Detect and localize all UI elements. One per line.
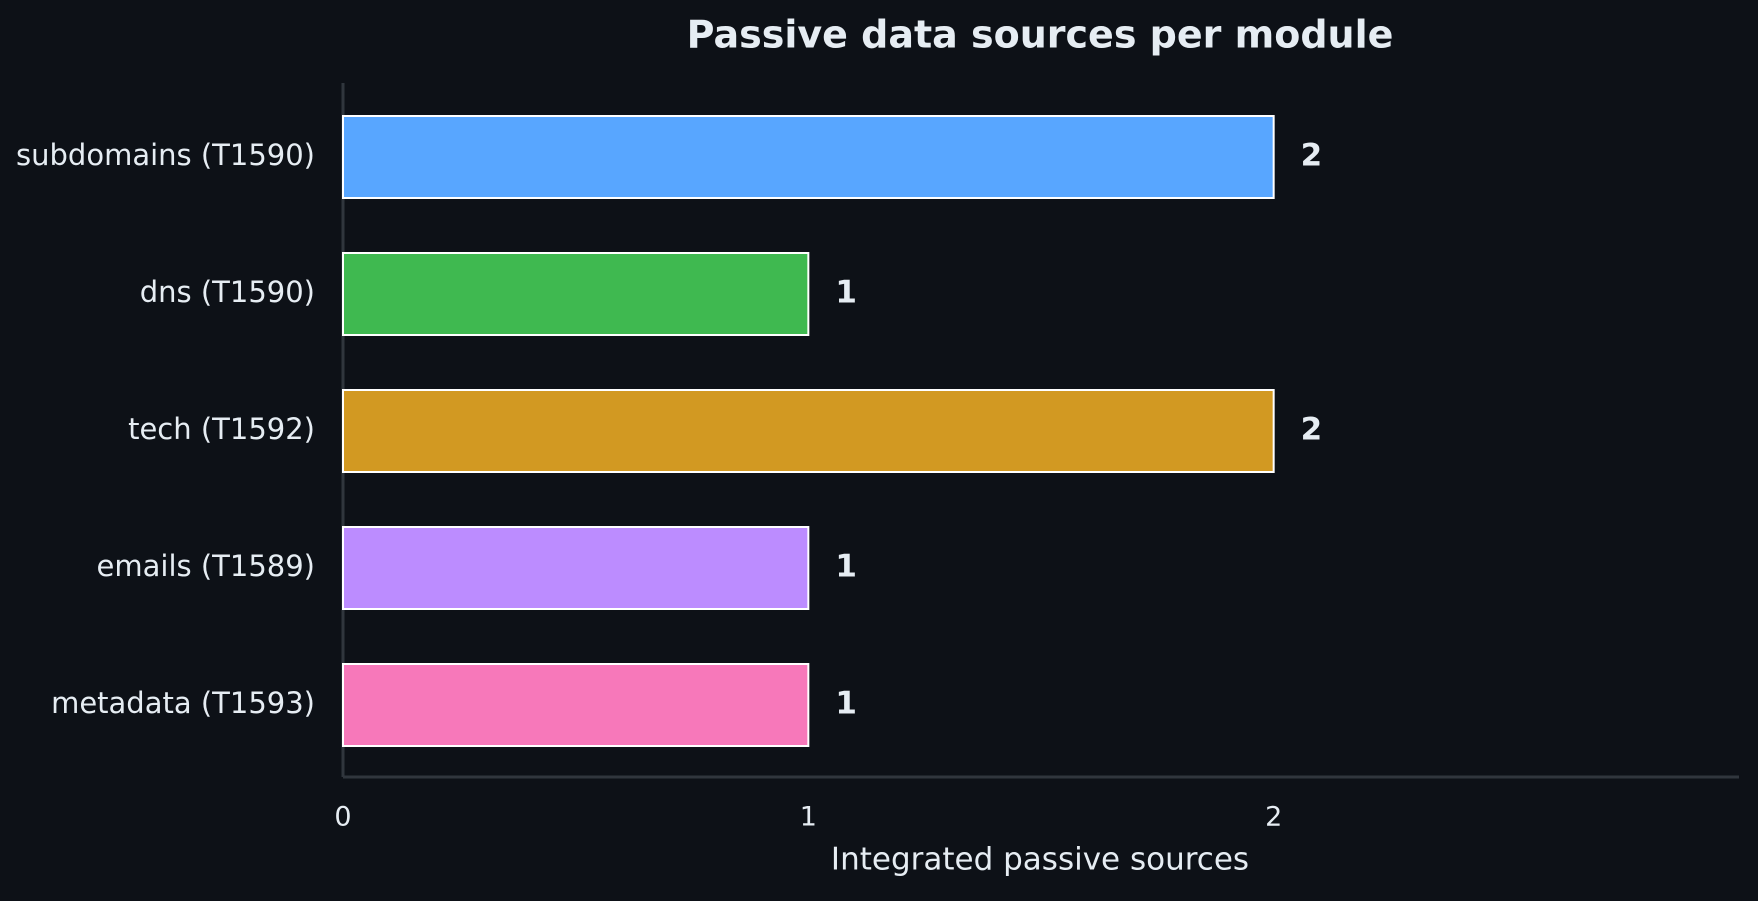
bar (342, 663, 810, 747)
bar (342, 389, 1275, 473)
y-tick-label: emails (T1589) (97, 549, 315, 583)
bar (342, 526, 810, 610)
y-tick-label: dns (T1590) (140, 275, 315, 309)
y-tick-label: subdomains (T1590) (16, 138, 315, 172)
value-label: 1 (835, 549, 857, 585)
bar (342, 252, 810, 336)
bar (342, 115, 1275, 199)
value-label: 2 (1301, 412, 1323, 448)
value-label: 2 (1301, 138, 1323, 174)
value-label: 1 (835, 275, 857, 311)
x-tick-label: 2 (1265, 802, 1282, 833)
y-tick-label: metadata (T1593) (51, 686, 315, 720)
value-label: 1 (835, 686, 857, 722)
x-tick-label: 0 (334, 802, 351, 833)
chart-title: Passive data sources per module (687, 13, 1394, 57)
x-axis-label: Integrated passive sources (831, 842, 1249, 878)
y-tick-label: tech (T1592) (128, 412, 315, 446)
x-tick-label: 1 (800, 802, 817, 833)
